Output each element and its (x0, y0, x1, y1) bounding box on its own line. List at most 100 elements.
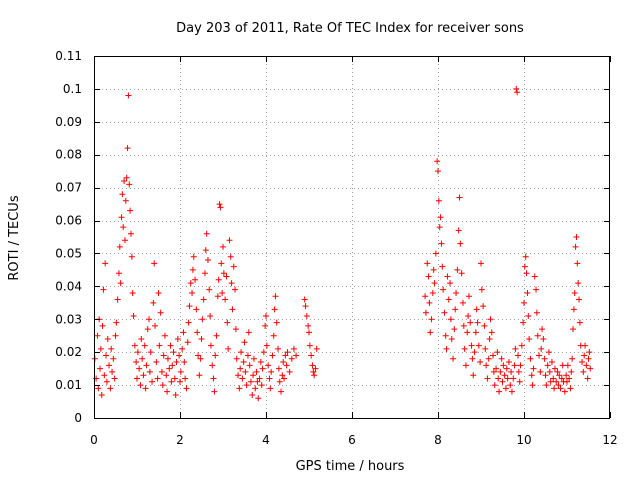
data-point (503, 365, 510, 372)
data-point (279, 372, 286, 379)
data-point (225, 345, 232, 352)
data-point (242, 368, 249, 375)
y-tick-label: 0 (74, 411, 82, 425)
data-point (426, 299, 433, 306)
data-point (127, 230, 134, 237)
data-point (164, 355, 171, 362)
data-point (183, 385, 190, 392)
data-point (505, 359, 512, 366)
data-point (134, 375, 140, 382)
data-point (580, 368, 587, 375)
data-point (539, 326, 546, 333)
data-point (211, 388, 218, 395)
data-point (527, 355, 534, 362)
data-point (450, 355, 457, 362)
data-point (180, 329, 187, 336)
data-point (477, 359, 484, 366)
data-point (154, 375, 161, 382)
data-point (504, 375, 511, 382)
data-point (587, 365, 594, 372)
data-point (127, 207, 134, 214)
chart-title: Day 203 of 2011, Rate Of TEC Index for r… (176, 21, 524, 36)
data-point (116, 243, 123, 250)
data-point (235, 372, 242, 379)
x-tick-label: 4 (262, 433, 270, 447)
data-point (546, 368, 553, 375)
data-point (514, 352, 521, 359)
data-point (240, 359, 247, 366)
data-point (213, 332, 220, 339)
x-tick-label: 8 (434, 433, 442, 447)
data-point (250, 355, 257, 362)
data-point (306, 342, 313, 349)
data-point (435, 168, 441, 175)
data-point (109, 368, 116, 375)
data-point (579, 359, 586, 366)
data-point (222, 296, 229, 303)
data-point (233, 355, 240, 362)
data-point (427, 329, 434, 336)
data-point (522, 253, 529, 260)
data-point (440, 286, 447, 293)
data-point (465, 293, 472, 300)
data-point (172, 391, 179, 398)
data-point (471, 349, 478, 356)
data-point (574, 260, 581, 267)
data-point (582, 342, 589, 349)
data-point (480, 303, 487, 310)
data-point (484, 375, 491, 382)
data-point (186, 303, 193, 310)
data-point (250, 372, 257, 379)
data-point (491, 382, 498, 389)
x-tick-label: 6 (348, 433, 356, 447)
data-point (571, 289, 578, 296)
data-point (275, 365, 282, 372)
data-point (586, 349, 593, 356)
data-point (155, 289, 162, 296)
data-point (465, 312, 472, 319)
data-point (168, 378, 175, 385)
data-point (517, 362, 524, 369)
data-point (461, 345, 468, 352)
data-point (120, 224, 127, 231)
y-tick-label: 0.02 (55, 345, 82, 359)
data-point (238, 349, 245, 356)
data-point (95, 385, 102, 392)
data-point (464, 329, 471, 336)
data-point (124, 145, 131, 152)
data-point (439, 263, 446, 270)
data-point (97, 345, 104, 352)
data-point (204, 257, 211, 264)
data-point (563, 372, 570, 379)
data-point (275, 345, 282, 352)
data-point (142, 385, 149, 392)
data-point (111, 375, 118, 382)
data-point (94, 332, 101, 339)
data-point (499, 378, 506, 385)
data-point (569, 355, 576, 362)
y-tick-label: 0.11 (55, 49, 82, 63)
data-point (566, 375, 573, 382)
data-point (181, 359, 188, 366)
data-point (119, 191, 126, 198)
data-point (156, 342, 163, 349)
data-point (568, 368, 575, 375)
x-axis-title: GPS time / hours (296, 459, 405, 474)
data-point (284, 349, 291, 356)
data-point (267, 385, 274, 392)
data-point (259, 365, 266, 372)
data-point (169, 362, 176, 369)
data-point (573, 234, 580, 240)
data-point (239, 375, 246, 382)
data-point (123, 174, 130, 181)
data-point (490, 368, 497, 375)
data-point (256, 375, 263, 382)
x-tick-labels: 0 2 4 6 8 10 12 (90, 433, 617, 447)
data-point (108, 345, 115, 352)
data-point (510, 375, 517, 382)
data-point (576, 319, 583, 326)
data-point (217, 204, 224, 211)
data-point (428, 316, 435, 323)
data-point (538, 345, 545, 352)
data-point (207, 342, 214, 349)
